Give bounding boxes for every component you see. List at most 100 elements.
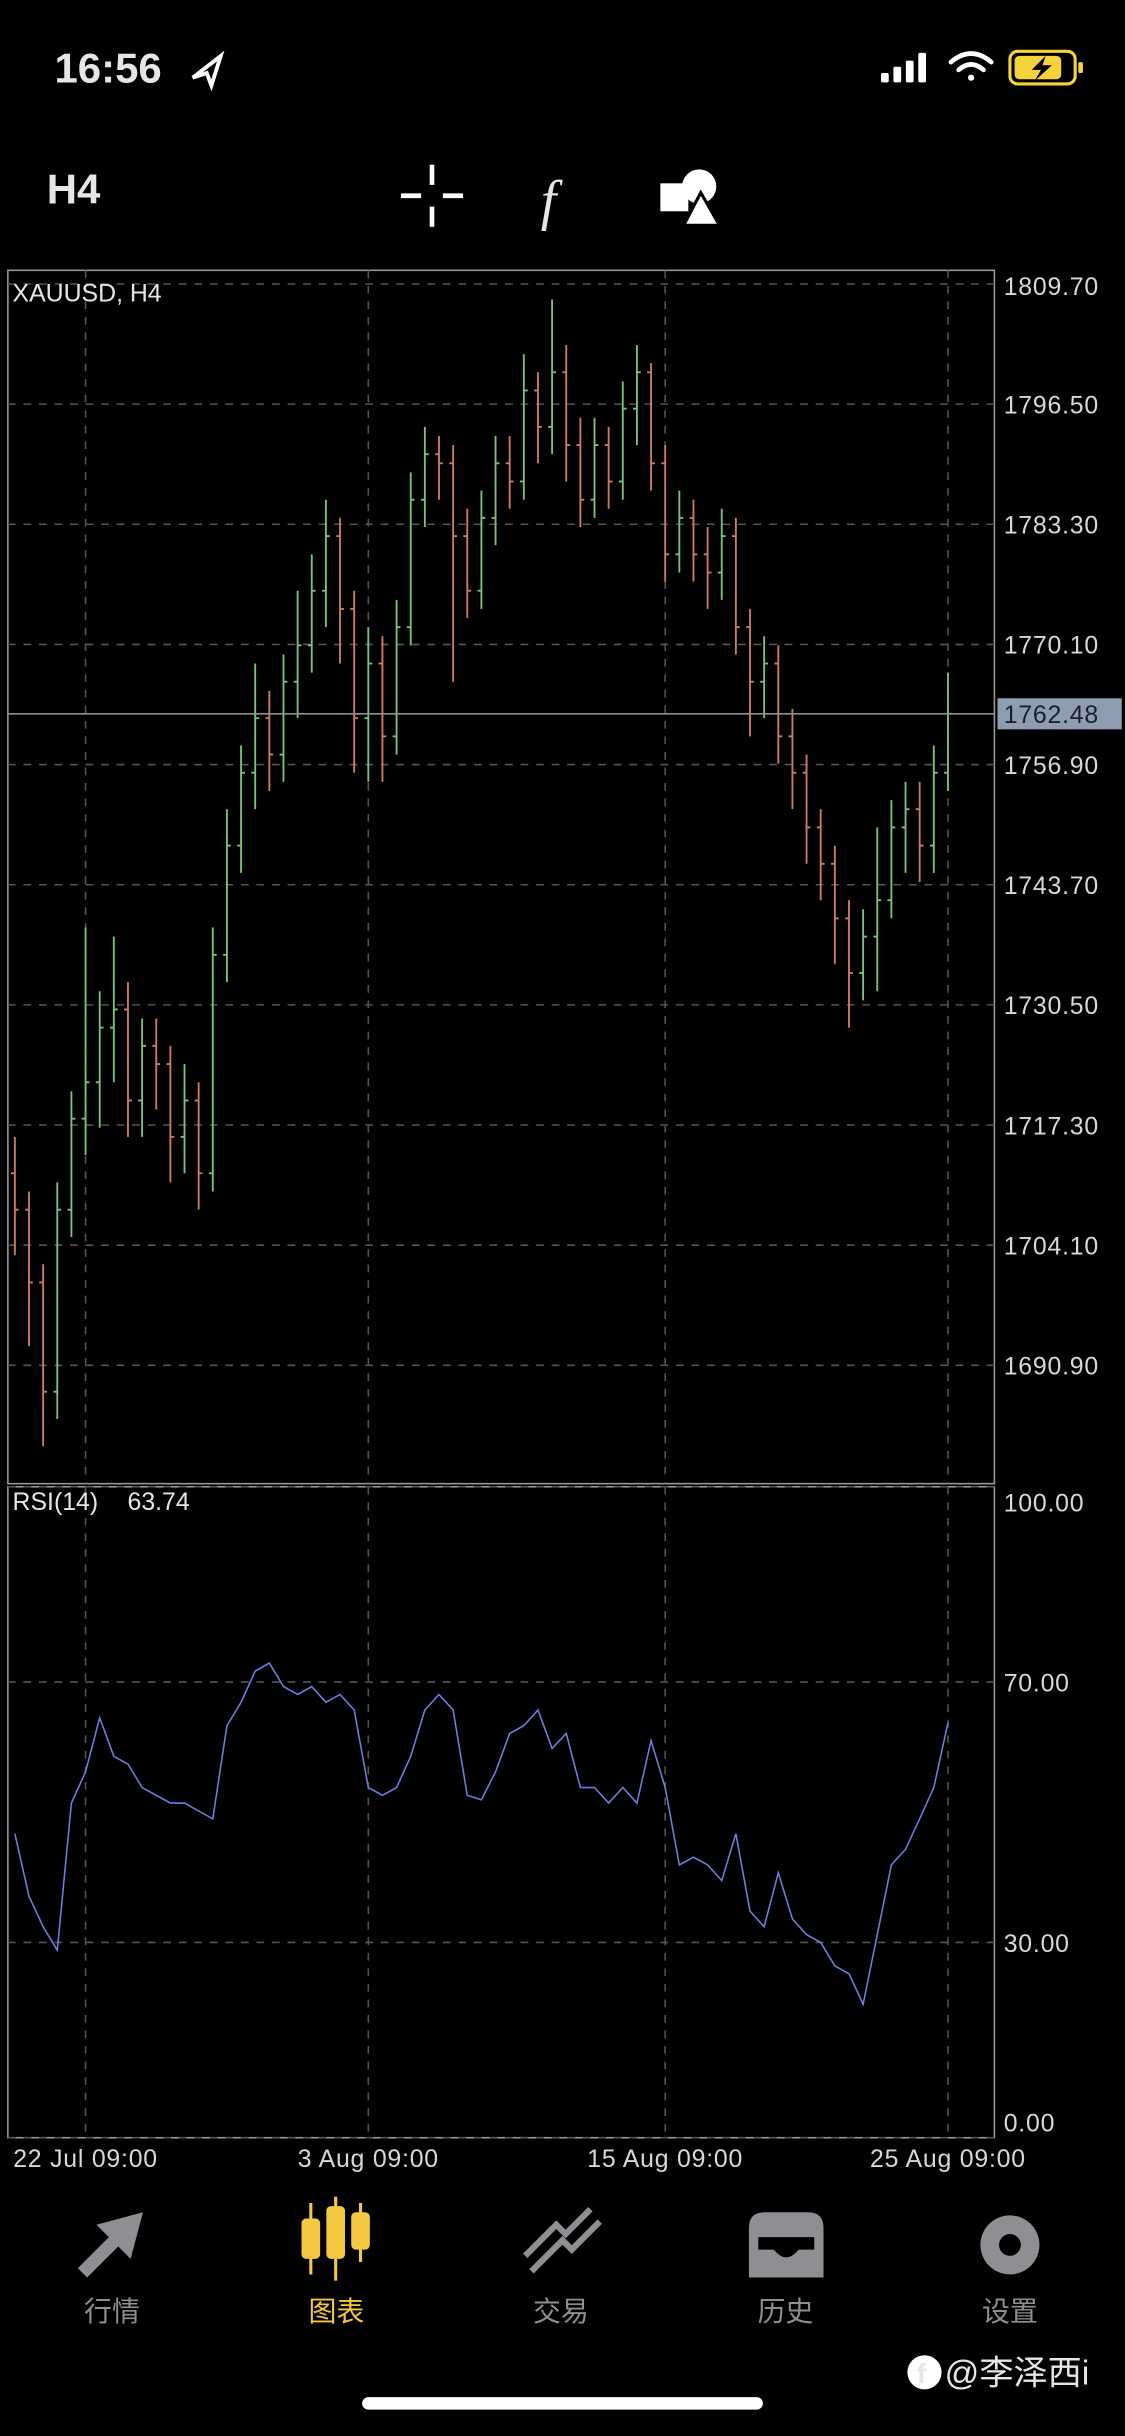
signal-icon xyxy=(880,52,927,83)
x-tick-label: 15 Aug 09:00 xyxy=(587,2146,743,2173)
ohlc-bar xyxy=(279,654,288,782)
ohlc-bar xyxy=(67,1091,76,1237)
rsi-panel xyxy=(7,1485,996,2139)
ohlc-bar xyxy=(604,426,613,509)
ohlc-bar xyxy=(435,435,443,500)
ohlc-bar xyxy=(661,445,670,582)
battery-icon xyxy=(1008,49,1083,86)
ohlc-bar xyxy=(378,636,387,782)
tab-label[interactable]: 历史 xyxy=(757,2296,813,2327)
ohlc-bar xyxy=(689,499,698,582)
ohlc-bar xyxy=(901,781,910,873)
ohlc-bar xyxy=(251,663,260,810)
ohlc-bar xyxy=(830,845,839,964)
tab-icon-active xyxy=(301,2196,370,2281)
ohlc-bar xyxy=(675,490,684,573)
ohlc-bar xyxy=(774,645,783,764)
tab-label[interactable]: 图表 xyxy=(308,2296,364,2327)
ohlc-bar xyxy=(364,627,373,782)
ohlc-bar xyxy=(746,608,754,737)
ohlc-bar xyxy=(81,927,90,1156)
ohlc-bar xyxy=(223,809,231,983)
ohlc-bar xyxy=(449,445,458,682)
ohlc-bar xyxy=(95,991,104,1128)
ohlc-bar xyxy=(237,745,245,873)
price-panel xyxy=(7,269,996,1485)
location-icon xyxy=(191,50,225,92)
ohlc-bar xyxy=(39,1264,48,1447)
y-tick-label: 1730.50 xyxy=(1004,993,1099,1020)
ohlc-bar xyxy=(887,800,896,919)
ohlc-bar xyxy=(406,472,415,646)
ohlc-bar xyxy=(208,927,217,1192)
timeframe-button[interactable]: H4 xyxy=(47,166,101,213)
tab-label[interactable]: 交易 xyxy=(533,2296,589,2327)
y-tick-label: 1796.50 xyxy=(1004,392,1099,419)
home-indicator xyxy=(362,2397,763,2410)
ohlc-bar xyxy=(576,417,585,528)
ohlc-bar xyxy=(590,417,599,518)
ohlc-bar xyxy=(717,508,726,600)
tab-bar xyxy=(77,2196,1040,2281)
x-tick-label: 3 Aug 09:00 xyxy=(298,2146,439,2173)
ohlc-bar xyxy=(293,590,302,719)
tab-label[interactable]: 行情 xyxy=(84,2296,140,2327)
clock: 16:56 xyxy=(54,44,161,91)
x-tick-label: 25 Aug 09:00 xyxy=(870,2146,1026,2173)
ohlc-bar xyxy=(392,599,401,755)
y-tick-label: 1783.30 xyxy=(1004,513,1099,540)
ohlc-bar xyxy=(845,900,853,1028)
ohlc-bar xyxy=(350,590,359,773)
watermark-text: @李泽西i xyxy=(945,2355,1090,2393)
y-tick-label: 1717.30 xyxy=(1004,1113,1099,1140)
ohlc-bar xyxy=(109,936,118,1083)
y-tick-label: 0.00 xyxy=(1004,2110,1055,2137)
ohlc-bar xyxy=(505,435,514,509)
ohlc-bar xyxy=(10,1136,19,1256)
ohlc-bar xyxy=(788,709,797,810)
ohlc-bar xyxy=(534,372,542,464)
x-tick-label: 22 Jul 09:00 xyxy=(13,2146,158,2173)
y-tick-label: 1690.90 xyxy=(1004,1354,1099,1381)
ohlc-bar xyxy=(322,499,330,628)
last-price-label: 1762.48 xyxy=(1004,702,1099,729)
ohlc-bar xyxy=(859,909,867,1001)
price-title: XAUUSD, H4 xyxy=(13,280,162,307)
ohlc-bar xyxy=(152,1018,161,1110)
ohlc-bar xyxy=(138,1018,146,1137)
ohlc-bar xyxy=(307,554,316,673)
ohlc-bar xyxy=(633,344,641,446)
ohlc-bar xyxy=(180,1064,189,1174)
ohlc-bar xyxy=(477,490,486,609)
tab-label[interactable]: 设置 xyxy=(982,2296,1038,2327)
y-tick-label: 1756.90 xyxy=(1004,753,1099,780)
y-tick-label: 100.00 xyxy=(1004,1491,1085,1518)
y-tick-label: 30.00 xyxy=(1004,1931,1070,1958)
ohlc-bar xyxy=(53,1182,62,1420)
ohlc-bar xyxy=(548,299,556,455)
wifi-icon xyxy=(948,51,994,81)
ohlc-bar xyxy=(336,517,344,664)
ohlc-bar xyxy=(760,636,769,719)
rsi-title: RSI(14) xyxy=(13,1489,99,1516)
objects-button[interactable] xyxy=(660,169,723,227)
ohlc-bar xyxy=(519,354,528,500)
y-tick-label: 70.00 xyxy=(1004,1670,1070,1697)
ohlc-bar xyxy=(265,690,274,791)
y-tick-label: 1743.70 xyxy=(1004,873,1099,900)
ohlc-bar xyxy=(491,435,500,546)
ohlc-bar xyxy=(618,381,627,500)
ohlc-bar xyxy=(463,508,472,619)
tab-icon xyxy=(77,2206,1040,2278)
y-tick-label: 1770.10 xyxy=(1004,633,1099,660)
ohlc-bar xyxy=(816,809,825,901)
crosshair-button[interactable] xyxy=(400,164,464,227)
ohlc-bar xyxy=(873,827,882,992)
svg-text:f: f xyxy=(917,2358,927,2389)
ohlc-bar xyxy=(25,1191,33,1347)
ohlc-bar xyxy=(647,363,655,491)
ohlc-bar xyxy=(420,426,429,528)
ohlc-bar xyxy=(166,1045,175,1183)
ohlc-bar xyxy=(562,344,571,482)
